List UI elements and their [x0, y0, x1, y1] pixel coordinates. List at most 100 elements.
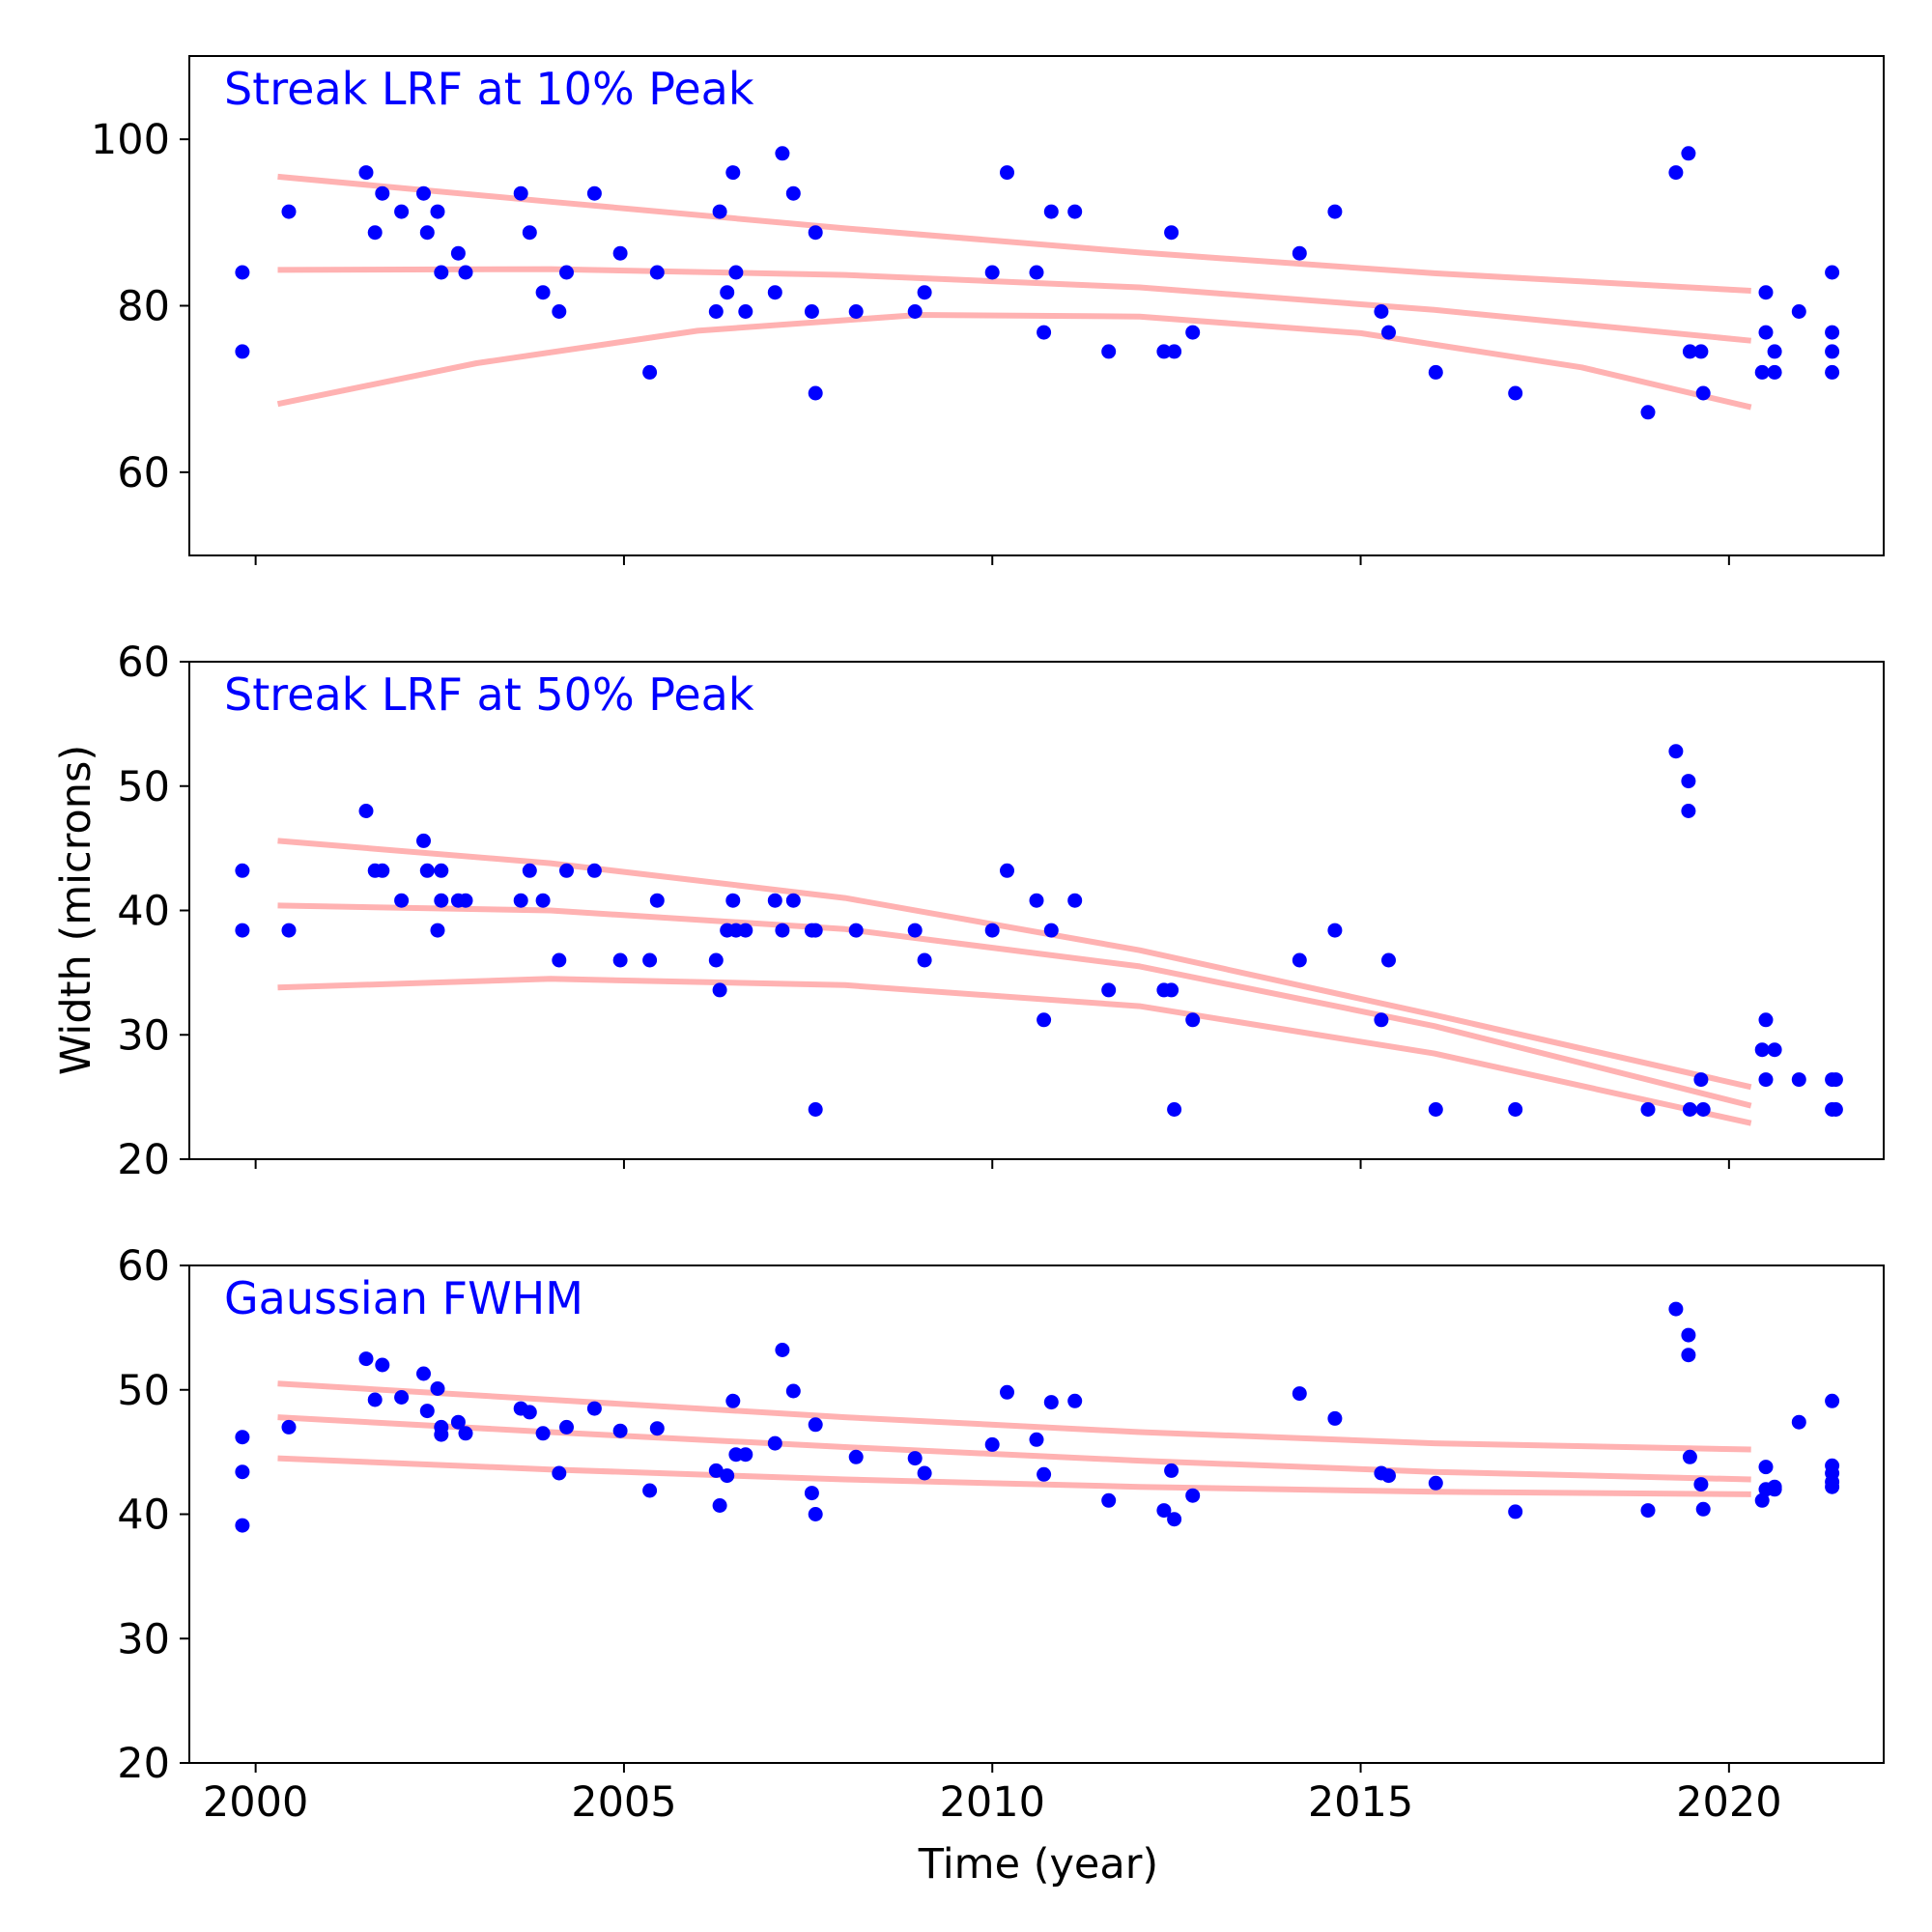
data-point: [649, 1421, 665, 1436]
data-point: [1758, 1460, 1774, 1475]
data-point: [419, 863, 435, 878]
data-point: [1767, 1482, 1782, 1497]
data-point: [708, 952, 724, 968]
data-point: [375, 1357, 390, 1373]
data-point: [1029, 893, 1044, 908]
data-point: [1767, 1042, 1782, 1058]
data-point: [1292, 1386, 1307, 1402]
data-point: [907, 923, 923, 938]
data-point: [1828, 1102, 1843, 1117]
data-point: [1292, 245, 1307, 261]
data-point: [907, 304, 923, 319]
data-point: [281, 923, 297, 938]
data-point: [1682, 1449, 1697, 1464]
data-point: [559, 1419, 574, 1435]
data-point: [416, 185, 431, 201]
data-point: [1428, 1475, 1443, 1491]
streak-lrf-at-50-peak-fit-line-2: [277, 902, 1752, 1109]
streak-lrf-at-50-peak-fit-line-3: [277, 976, 1752, 1126]
data-point: [458, 893, 473, 908]
data-point: [1791, 304, 1806, 319]
panel-title: Gaussian FWHM: [224, 1272, 583, 1324]
data-point: [559, 863, 574, 878]
data-point: [430, 1381, 445, 1396]
y-tick-label: 40: [117, 1492, 170, 1540]
data-point: [1681, 146, 1696, 161]
data-point: [1695, 1102, 1711, 1117]
y-tick-label: 60: [117, 639, 170, 687]
data-point: [1037, 1012, 1052, 1028]
gaussian-fwhm-fit-line-2: [277, 1414, 1751, 1483]
data-point: [712, 1498, 727, 1513]
panel-title: Streak LRF at 50% Peak: [224, 668, 754, 721]
data-point: [612, 1423, 628, 1438]
data-point: [1668, 165, 1684, 181]
data-point: [642, 364, 658, 380]
data-point: [1164, 1463, 1179, 1478]
data-point: [708, 304, 724, 319]
streak-lrf-at-50-peak-fits: [277, 838, 1752, 1126]
data-point: [358, 1351, 374, 1367]
data-point: [586, 1401, 602, 1416]
data-point: [1156, 344, 1172, 359]
data-point: [1682, 1102, 1697, 1117]
data-point: [1825, 1479, 1840, 1494]
data-point: [642, 1483, 658, 1498]
data-point: [775, 1343, 790, 1357]
data-point: [1185, 1012, 1201, 1028]
data-point: [522, 1405, 537, 1420]
data-point: [712, 204, 727, 219]
panel-gaussian-fwhm: 20 30 40 50 60 2000 2005 2010 2015 2020 Gaussian F…: [117, 1242, 1885, 1827]
gaussian-fwhm-points: [235, 1301, 1840, 1533]
data-point: [804, 1486, 819, 1501]
y-tick-label: 100: [91, 116, 170, 164]
data-point: [1508, 1504, 1523, 1520]
data-point: [1640, 405, 1656, 420]
data-point: [1067, 893, 1083, 908]
y-tick-label: 20: [117, 1136, 170, 1184]
data-point: [785, 185, 801, 201]
y-axis-label: Width (microns): [52, 745, 100, 1075]
data-point: [1668, 744, 1684, 759]
data-point: [235, 265, 250, 280]
data-point: [430, 923, 445, 938]
data-point: [720, 1468, 735, 1484]
data-point: [367, 1392, 383, 1407]
data-point: [1374, 304, 1389, 319]
panel-streak-lrf-10: 60 80 100 Streak LRF at 10% Peak: [91, 55, 1885, 565]
data-point: [1037, 325, 1052, 340]
data-point: [1825, 344, 1840, 359]
data-point: [1693, 1477, 1709, 1492]
data-point: [712, 982, 727, 998]
data-point: [917, 952, 932, 968]
data-point: [1828, 1072, 1843, 1088]
x-tick-label: 2015: [1308, 1778, 1413, 1827]
data-point: [1156, 1503, 1172, 1519]
data-point: [559, 265, 574, 280]
data-point: [1292, 952, 1307, 968]
data-point: [1029, 265, 1044, 280]
data-point: [738, 923, 753, 938]
x-tick-label: 2005: [571, 1778, 676, 1827]
x-tick-label: 2010: [940, 1778, 1045, 1827]
data-point: [450, 1414, 466, 1430]
data-point: [416, 833, 431, 848]
data-point: [235, 1430, 250, 1445]
data-point: [235, 1464, 250, 1480]
data-point: [416, 1366, 431, 1381]
data-point: [586, 185, 602, 201]
data-point: [235, 1518, 250, 1533]
streak-lrf-at-10-peak-fit-line-2: [277, 266, 1751, 344]
data-point: [1029, 1432, 1044, 1447]
data-point: [1754, 364, 1770, 380]
data-point: [1825, 364, 1840, 380]
data-point: [649, 265, 665, 280]
data-point: [535, 285, 551, 300]
data-point: [1693, 344, 1709, 359]
y-tick-label: 50: [117, 1367, 170, 1415]
data-point: [907, 1451, 923, 1466]
data-point: [1101, 344, 1117, 359]
data-point: [1381, 1468, 1396, 1484]
data-point: [430, 204, 445, 219]
data-point: [1185, 325, 1201, 340]
